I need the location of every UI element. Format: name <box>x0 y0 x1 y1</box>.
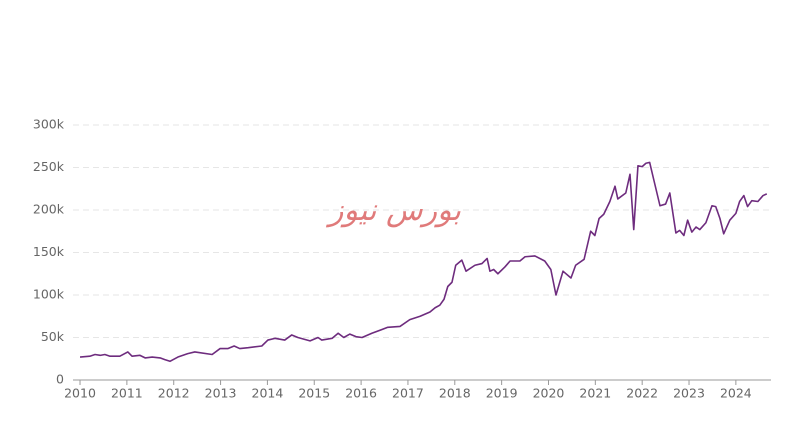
y-tick-label: 300k <box>33 117 65 132</box>
x-tick-label: 2020 <box>533 386 565 401</box>
x-tick-label: 2019 <box>486 386 518 401</box>
y-tick-label: 0 <box>56 372 64 387</box>
x-tick-label: 2013 <box>205 386 237 401</box>
x-tick-label: 2015 <box>298 386 330 401</box>
x-tick-label: 2017 <box>392 386 424 401</box>
x-tick-label: 2010 <box>64 386 96 401</box>
x-tick-label: 2024 <box>720 386 752 401</box>
x-tick-label: 2016 <box>345 386 377 401</box>
y-tick-label: 250k <box>33 159 65 174</box>
y-tick-label: 200k <box>33 202 65 217</box>
x-tick-label: 2018 <box>439 386 471 401</box>
x-tick-label: 2022 <box>626 386 658 401</box>
data-line <box>79 161 768 363</box>
y-tick-label: 50k <box>41 329 65 344</box>
x-tick-label: 2021 <box>579 386 611 401</box>
x-tick-label: 2012 <box>158 386 190 401</box>
x-tick-label: 2014 <box>252 386 284 401</box>
x-tick-label: 2023 <box>673 386 705 401</box>
x-tick-label: 2011 <box>111 386 143 401</box>
y-tick-label: 100k <box>33 287 65 302</box>
y-tick-label: 150k <box>33 244 65 259</box>
